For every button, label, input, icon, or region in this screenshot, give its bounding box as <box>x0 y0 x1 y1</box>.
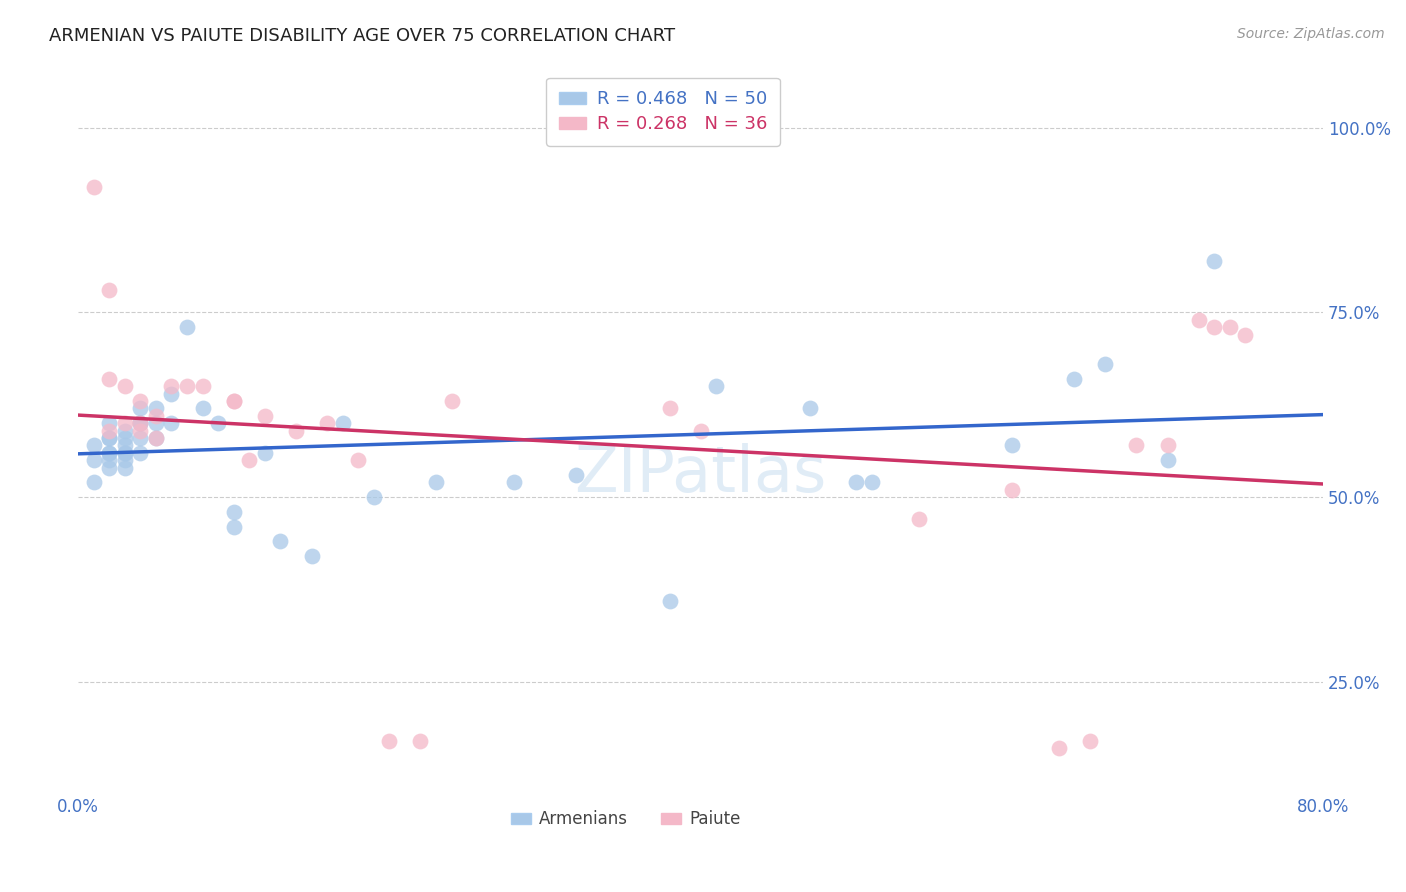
Point <box>378 734 401 748</box>
Point <box>1078 734 1101 748</box>
Point <box>207 416 229 430</box>
Point <box>409 734 432 748</box>
Point <box>425 475 447 490</box>
Point <box>253 409 276 423</box>
Point <box>363 490 385 504</box>
Point <box>145 431 167 445</box>
Point <box>1204 320 1226 334</box>
Point <box>98 446 121 460</box>
Point <box>129 416 152 430</box>
Point <box>1125 438 1147 452</box>
Point <box>114 438 136 452</box>
Point <box>98 431 121 445</box>
Point <box>1063 372 1085 386</box>
Point <box>1001 438 1024 452</box>
Point <box>114 446 136 460</box>
Point <box>145 409 167 423</box>
Point <box>285 424 308 438</box>
Point <box>1219 320 1241 334</box>
Text: ARMENIAN VS PAIUTE DISABILITY AGE OVER 75 CORRELATION CHART: ARMENIAN VS PAIUTE DISABILITY AGE OVER 7… <box>49 27 675 45</box>
Point <box>83 179 105 194</box>
Text: Source: ZipAtlas.com: Source: ZipAtlas.com <box>1237 27 1385 41</box>
Point <box>1188 312 1211 326</box>
Point <box>129 416 152 430</box>
Text: ZIPatlas: ZIPatlas <box>575 443 827 505</box>
Point <box>1156 453 1178 467</box>
Point <box>222 505 245 519</box>
Point <box>98 283 121 297</box>
Point <box>191 401 214 416</box>
Point <box>1234 327 1257 342</box>
Point <box>129 424 152 438</box>
Point <box>145 401 167 416</box>
Point <box>238 453 260 467</box>
Point <box>1156 438 1178 452</box>
Point <box>799 401 821 416</box>
Point <box>1047 741 1070 756</box>
Point <box>114 431 136 445</box>
Point <box>160 379 183 393</box>
Point <box>145 416 167 430</box>
Point <box>222 394 245 409</box>
Point <box>176 320 198 334</box>
Point <box>301 549 323 564</box>
Point <box>98 446 121 460</box>
Point <box>253 446 276 460</box>
Point <box>98 372 121 386</box>
Point <box>176 379 198 393</box>
Point <box>98 453 121 467</box>
Point <box>114 416 136 430</box>
Point <box>145 431 167 445</box>
Point <box>129 446 152 460</box>
Point <box>658 401 681 416</box>
Point <box>129 431 152 445</box>
Point <box>1204 253 1226 268</box>
Point <box>1001 483 1024 497</box>
Point <box>332 416 354 430</box>
Point <box>160 386 183 401</box>
Point <box>98 416 121 430</box>
Point <box>160 416 183 430</box>
Point <box>845 475 868 490</box>
Point <box>83 453 105 467</box>
Point <box>83 438 105 452</box>
Point <box>222 394 245 409</box>
Point <box>269 534 291 549</box>
Point <box>114 453 136 467</box>
Point <box>129 416 152 430</box>
Point <box>83 475 105 490</box>
Point <box>98 460 121 475</box>
Point <box>222 519 245 533</box>
Point <box>114 446 136 460</box>
Point <box>658 593 681 607</box>
Point <box>114 424 136 438</box>
Point <box>98 431 121 445</box>
Point <box>689 424 711 438</box>
Point <box>114 379 136 393</box>
Point <box>907 512 929 526</box>
Point <box>316 416 339 430</box>
Point <box>860 475 883 490</box>
Point <box>1094 357 1116 371</box>
Legend: Armenians, Paiute: Armenians, Paiute <box>505 804 748 835</box>
Point <box>114 460 136 475</box>
Point <box>502 475 524 490</box>
Point <box>98 424 121 438</box>
Point <box>704 379 727 393</box>
Point <box>129 401 152 416</box>
Point <box>191 379 214 393</box>
Point <box>129 394 152 409</box>
Point <box>565 467 588 482</box>
Point <box>347 453 370 467</box>
Point <box>440 394 463 409</box>
